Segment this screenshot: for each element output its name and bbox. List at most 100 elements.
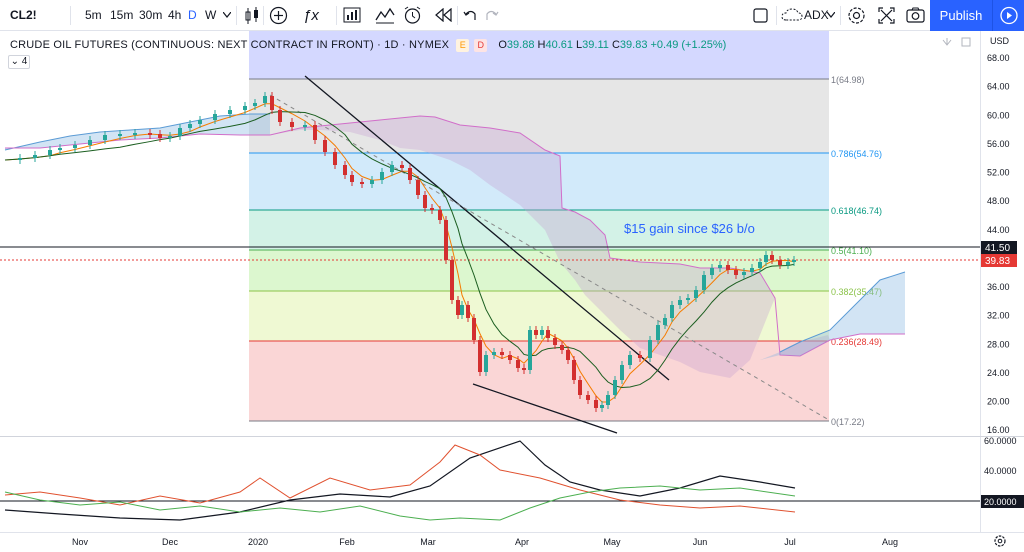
interval-30m[interactable]: 30m: [139, 8, 163, 22]
candlestick-series[interactable]: [18, 92, 796, 412]
currency-label: USD: [990, 36, 1010, 46]
candle-body: [466, 305, 470, 318]
candle-body: [263, 96, 267, 103]
interval-w[interactable]: W: [205, 8, 217, 22]
candles-chart-type-icon[interactable]: [244, 7, 260, 38]
candle-body: [594, 400, 598, 408]
fullscreen-square-icon[interactable]: [753, 8, 768, 39]
price-tag-red-bg: [981, 254, 1017, 267]
publish-button[interactable]: Publish: [930, 0, 992, 31]
adx-line: [4, 440, 796, 521]
candle-body: [423, 195, 427, 208]
candle-body: [694, 290, 698, 298]
price-tag-black-bg: [981, 241, 1017, 254]
candle-body: [18, 158, 22, 160]
candle-body: [516, 360, 520, 368]
interval-d[interactable]: D: [188, 8, 197, 22]
fib-label-0.786: 0.786(54.76): [831, 149, 882, 159]
candle-body: [742, 272, 746, 275]
candle-body: [350, 175, 354, 182]
price-tick: 52.00: [987, 168, 1010, 178]
price-chart[interactable]: 1(64.98) 0.786(54.76) 0.618(46.74) 0.5(4…: [0, 31, 1024, 552]
candle-body: [528, 330, 532, 370]
adx-tick-60: 60.0000: [984, 436, 1017, 446]
fibonacci-retracement[interactable]: 1(64.98) 0.786(54.76) 0.618(46.74) 0.5(4…: [249, 31, 882, 427]
price-tick: 56.00: [987, 139, 1010, 149]
price-tick: 32.00: [987, 311, 1010, 321]
candle-body: [360, 182, 364, 184]
adx-pane[interactable]: [0, 440, 980, 521]
candle-body: [118, 134, 122, 136]
earnings-badge[interactable]: E: [456, 38, 470, 52]
maximize-pane-icon[interactable]: [961, 37, 971, 47]
candle-body: [343, 165, 347, 175]
redo-icon[interactable]: [485, 8, 499, 39]
candle-body: [718, 265, 722, 268]
candle-body: [628, 355, 632, 365]
indicators-collapse-button[interactable]: ⌄ 4: [8, 55, 30, 69]
candle-body: [750, 268, 754, 272]
time-tick: Jul: [784, 537, 796, 547]
gain-annotation[interactable]: $15 gain since $26 b/o: [624, 221, 755, 236]
candle-body: [540, 330, 544, 335]
interval-dropdown-icon[interactable]: [223, 12, 231, 20]
price-tick: 44.00: [987, 225, 1010, 235]
indicator-dropdown-icon[interactable]: [827, 12, 835, 43]
cloud-layout-icon[interactable]: [781, 8, 803, 39]
ichimoku-cloud: [4, 113, 906, 378]
scroll-down-icon[interactable]: [942, 38, 952, 46]
candle-body: [600, 405, 604, 408]
templates-icon[interactable]: [343, 7, 361, 38]
candle-body: [430, 208, 434, 210]
candle-body: [710, 268, 714, 275]
candle-body: [270, 96, 274, 110]
candle-body: [553, 338, 557, 345]
candle-body: [408, 168, 412, 180]
expand-icon[interactable]: [878, 7, 895, 38]
candle-body: [243, 106, 247, 110]
compare-add-icon[interactable]: [269, 6, 288, 37]
fib-band-0.382-0.236: [249, 291, 829, 341]
instrument-title[interactable]: CRUDE OIL FUTURES (CONTINUOUS: NEXT CONT…: [10, 39, 450, 51]
indicator-name[interactable]: ADX: [804, 8, 829, 22]
interval-15m[interactable]: 15m: [110, 8, 134, 22]
dividend-badge[interactable]: D: [474, 38, 488, 52]
alarm-clock-icon[interactable]: [403, 6, 422, 37]
undo-icon[interactable]: [463, 8, 477, 39]
candle-body: [444, 220, 448, 260]
replay-play-button[interactable]: [992, 0, 1024, 31]
camera-snapshot-icon[interactable]: [906, 7, 925, 38]
candle-body: [133, 133, 137, 135]
replay-icon[interactable]: [434, 8, 452, 39]
symbol-search[interactable]: CL2!: [10, 8, 37, 22]
downtrend-line[interactable]: [304, 75, 670, 381]
time-tick: Apr: [515, 537, 529, 547]
dashed-trend-line[interactable]: [269, 94, 830, 421]
interval-4h[interactable]: 4h: [168, 8, 182, 22]
candle-body: [648, 340, 652, 358]
candle-body: [778, 260, 782, 265]
settings-gear-icon[interactable]: [847, 6, 866, 37]
indicators-fx-icon[interactable]: ƒx: [303, 7, 319, 24]
candle-body: [670, 305, 674, 318]
candle-body: [620, 365, 624, 380]
fib-label-1: 1(64.98): [831, 75, 865, 85]
candle-body: [370, 180, 374, 184]
candle-body: [450, 260, 454, 300]
price-tick: 20.00: [987, 397, 1010, 407]
time-axis[interactable]: Nov Dec 2020 Feb Mar Apr May Jun Jul Aug: [72, 537, 898, 547]
chart-legend: CRUDE OIL FUTURES (CONTINUOUS: NEXT CONT…: [10, 37, 726, 53]
chart-settings-icon[interactable]: [994, 535, 1006, 547]
price-tick: 48.00: [987, 196, 1010, 206]
candle-body: [734, 270, 738, 275]
wedge-lower-line[interactable]: [472, 383, 618, 434]
candle-body: [702, 275, 706, 290]
interval-5m[interactable]: 5m: [85, 8, 102, 22]
candle-body: [380, 172, 384, 180]
price-tick: 68.00: [987, 53, 1010, 63]
adx-tick-40: 40.0000: [984, 466, 1017, 476]
candle-body: [278, 110, 282, 122]
candle-body: [456, 300, 460, 315]
fib-label-0: 0(17.22): [831, 417, 865, 427]
alert-icon[interactable]: [375, 6, 395, 37]
